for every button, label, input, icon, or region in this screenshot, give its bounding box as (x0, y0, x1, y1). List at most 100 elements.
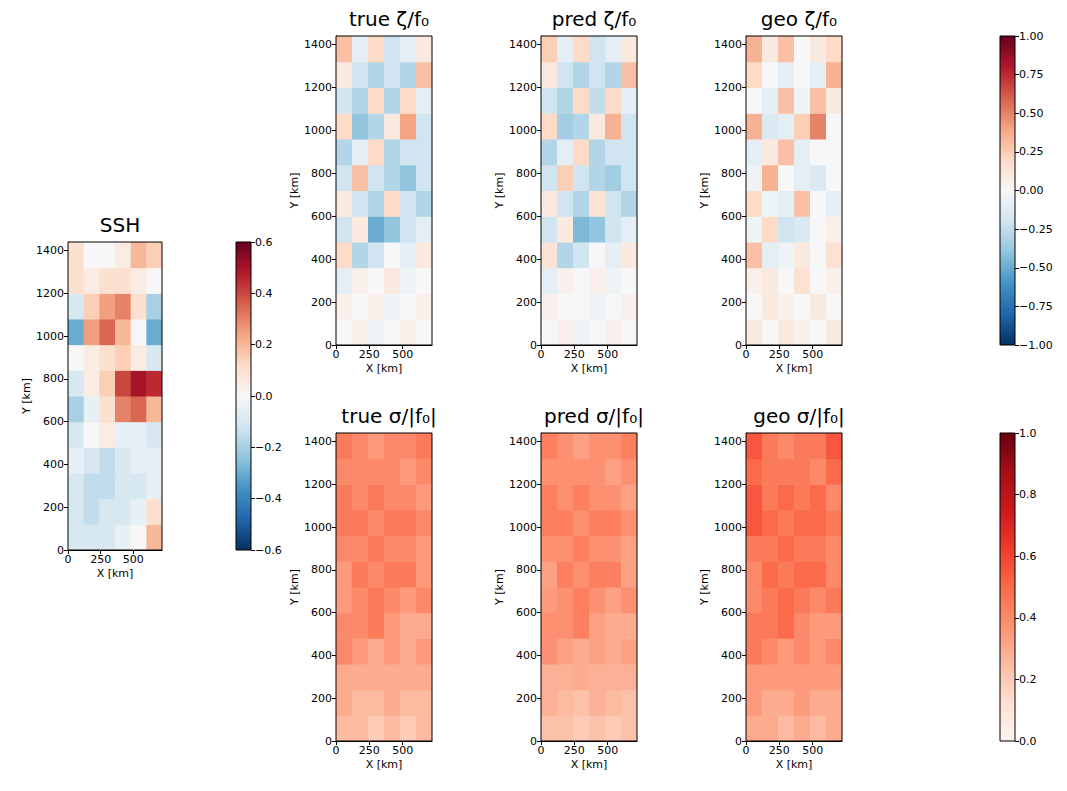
svg-text:200: 200 (516, 296, 537, 309)
svg-text:X [km]: X [km] (366, 362, 403, 375)
svg-text:X [km]: X [km] (776, 758, 813, 771)
svg-text:SSH: SSH (100, 213, 140, 237)
svg-text:−0.6: −0.6 (255, 544, 282, 557)
svg-text:−0.25: −0.25 (1019, 223, 1053, 236)
svg-text:0.00: 0.00 (1019, 184, 1044, 197)
svg-text:−0.75: −0.75 (1019, 300, 1053, 313)
svg-text:pred σ/|f₀|: pred σ/|f₀| (544, 404, 644, 428)
svg-text:0.8: 0.8 (1019, 488, 1037, 501)
svg-text:250: 250 (359, 744, 380, 757)
svg-text:0: 0 (735, 735, 742, 748)
svg-text:1400: 1400 (509, 435, 537, 448)
svg-text:200: 200 (311, 692, 332, 705)
svg-text:800: 800 (721, 167, 742, 180)
svg-text:0: 0 (333, 348, 340, 361)
svg-text:400: 400 (516, 649, 537, 662)
svg-text:500: 500 (123, 553, 144, 566)
svg-text:X [km]: X [km] (97, 567, 134, 580)
svg-text:500: 500 (392, 348, 413, 361)
svg-text:800: 800 (311, 167, 332, 180)
svg-text:800: 800 (516, 563, 537, 576)
svg-text:X [km]: X [km] (776, 362, 813, 375)
svg-text:1400: 1400 (714, 38, 742, 51)
svg-text:250: 250 (769, 744, 790, 757)
svg-text:1400: 1400 (304, 435, 332, 448)
svg-text:400: 400 (721, 253, 742, 266)
svg-text:Y [km]: Y [km] (493, 173, 506, 210)
svg-text:−0.2: −0.2 (255, 441, 282, 454)
svg-text:0: 0 (530, 339, 537, 352)
svg-text:0: 0 (735, 339, 742, 352)
svg-text:−0.4: −0.4 (255, 492, 282, 505)
svg-text:0.6: 0.6 (1019, 550, 1037, 563)
svg-text:400: 400 (721, 649, 742, 662)
svg-text:0.75: 0.75 (1019, 68, 1044, 81)
svg-text:600: 600 (516, 606, 537, 619)
svg-text:pred ζ/f₀: pred ζ/f₀ (552, 7, 637, 31)
svg-text:0.4: 0.4 (255, 287, 273, 300)
svg-text:0.50: 0.50 (1019, 107, 1044, 120)
svg-text:1000: 1000 (714, 521, 742, 534)
svg-text:0: 0 (325, 735, 332, 748)
svg-text:250: 250 (359, 348, 380, 361)
svg-text:0: 0 (333, 744, 340, 757)
svg-text:0.2: 0.2 (255, 338, 273, 351)
svg-text:0: 0 (538, 744, 545, 757)
svg-text:true σ/|f₀|: true σ/|f₀| (341, 404, 436, 428)
svg-text:0: 0 (743, 744, 750, 757)
svg-text:800: 800 (516, 167, 537, 180)
svg-text:geo σ/|f₀|: geo σ/|f₀| (753, 404, 845, 428)
svg-text:0.6: 0.6 (255, 236, 273, 249)
svg-text:600: 600 (311, 210, 332, 223)
svg-text:500: 500 (802, 744, 823, 757)
svg-text:1200: 1200 (714, 81, 742, 94)
svg-text:1200: 1200 (304, 478, 332, 491)
svg-text:1000: 1000 (714, 124, 742, 137)
svg-text:Y [km]: Y [km] (698, 173, 711, 210)
svg-text:1400: 1400 (714, 435, 742, 448)
svg-text:250: 250 (769, 348, 790, 361)
svg-text:800: 800 (311, 563, 332, 576)
svg-text:1200: 1200 (509, 81, 537, 94)
svg-text:1.00: 1.00 (1019, 30, 1044, 43)
svg-text:200: 200 (721, 692, 742, 705)
svg-text:0.4: 0.4 (1019, 611, 1037, 624)
svg-text:1000: 1000 (304, 124, 332, 137)
svg-text:X [km]: X [km] (366, 758, 403, 771)
svg-text:1400: 1400 (304, 38, 332, 51)
svg-text:400: 400 (311, 253, 332, 266)
svg-text:200: 200 (721, 296, 742, 309)
svg-text:1000: 1000 (509, 521, 537, 534)
svg-text:250: 250 (564, 348, 585, 361)
svg-text:1200: 1200 (304, 81, 332, 94)
svg-text:800: 800 (721, 563, 742, 576)
svg-text:1.0: 1.0 (1019, 427, 1037, 440)
svg-text:200: 200 (516, 692, 537, 705)
svg-text:0.0: 0.0 (1019, 735, 1037, 748)
svg-text:1000: 1000 (509, 124, 537, 137)
svg-text:250: 250 (90, 553, 111, 566)
svg-text:600: 600 (311, 606, 332, 619)
svg-text:Y [km]: Y [km] (288, 569, 301, 606)
svg-text:1400: 1400 (36, 244, 64, 257)
svg-text:0.25: 0.25 (1019, 145, 1044, 158)
svg-text:0: 0 (325, 339, 332, 352)
svg-text:600: 600 (721, 210, 742, 223)
svg-text:0: 0 (65, 553, 72, 566)
svg-text:X [km]: X [km] (571, 362, 608, 375)
svg-text:0: 0 (530, 735, 537, 748)
svg-text:1000: 1000 (36, 330, 64, 343)
svg-text:0: 0 (538, 348, 545, 361)
svg-text:400: 400 (516, 253, 537, 266)
svg-text:250: 250 (564, 744, 585, 757)
svg-text:1200: 1200 (714, 478, 742, 491)
svg-text:500: 500 (392, 744, 413, 757)
svg-text:400: 400 (311, 649, 332, 662)
svg-text:1200: 1200 (509, 478, 537, 491)
svg-text:X [km]: X [km] (571, 758, 608, 771)
svg-text:0: 0 (57, 544, 64, 557)
svg-text:1400: 1400 (509, 38, 537, 51)
svg-text:geo ζ/f₀: geo ζ/f₀ (761, 7, 837, 31)
svg-text:−1.00: −1.00 (1019, 339, 1053, 352)
svg-text:200: 200 (311, 296, 332, 309)
